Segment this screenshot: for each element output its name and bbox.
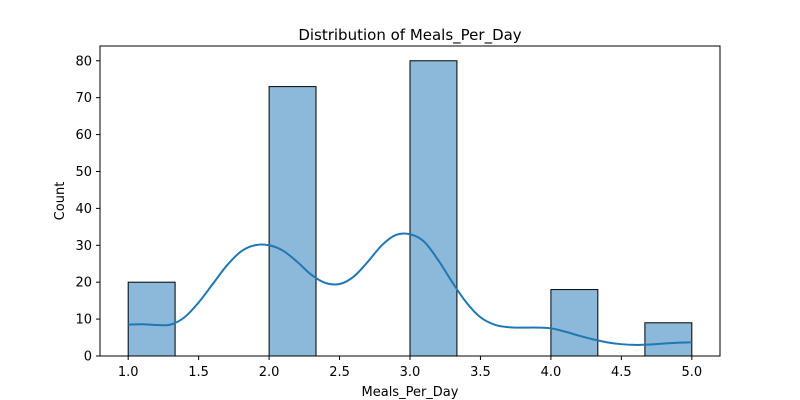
histogram-bar-0 (127, 281, 176, 357)
y-tick-label: 10 (75, 313, 92, 328)
y-tick-label: 40 (75, 202, 92, 217)
histogram-bar-9 (550, 289, 599, 357)
y-tick-label: 20 (75, 276, 92, 291)
chart-title: Distribution of Meals_Per_Day (298, 26, 521, 45)
x-tick-label: 5.0 (681, 365, 702, 380)
y-axis-label: Count (53, 182, 68, 221)
x-tick-label: 3.0 (400, 365, 421, 380)
x-tick-label: 1.5 (188, 365, 209, 380)
kde-curve (128, 232, 692, 346)
y-tick-label: 30 (75, 239, 92, 254)
y-tick-label: 80 (75, 54, 92, 69)
y-axis: 0 10 20 30 40 50 60 70 80 (75, 54, 100, 365)
x-tick-label: 4.0 (541, 365, 562, 380)
histogram-bar-6 (409, 60, 458, 357)
x-tick-label: 3.5 (470, 365, 491, 380)
y-tick-label: 0 (84, 350, 92, 365)
histogram-bar-11 (644, 322, 693, 357)
y-tick-label: 70 (75, 91, 92, 106)
x-axis-label: Meals_Per_Day (362, 385, 459, 400)
x-tick-label: 2.0 (259, 365, 280, 380)
histogram-bar-3 (268, 86, 317, 357)
x-tick-label: 2.5 (329, 365, 350, 380)
x-axis: 1.0 1.5 2.0 2.5 3.0 3.5 4.0 4.5 5.0 (118, 356, 702, 380)
x-tick-label: 4.5 (611, 365, 632, 380)
bars-group (127, 60, 693, 357)
y-tick-label: 60 (75, 128, 92, 143)
x-tick-label: 1.0 (118, 365, 139, 380)
y-tick-label: 50 (75, 165, 92, 180)
